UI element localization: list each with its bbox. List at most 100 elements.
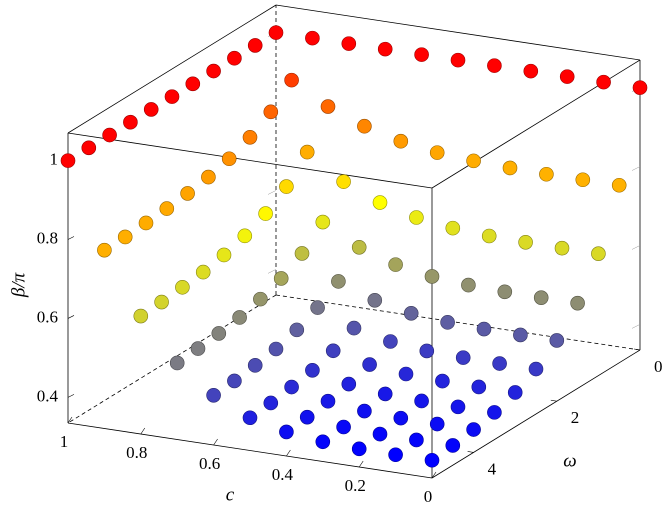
point	[247, 358, 263, 373]
point	[138, 215, 154, 231]
point	[372, 195, 388, 210]
point	[596, 74, 611, 90]
box-edge	[67, 4, 277, 134]
point	[481, 228, 497, 244]
point	[268, 341, 284, 357]
point	[263, 395, 279, 411]
x-tick	[431, 471, 437, 479]
point	[357, 403, 372, 419]
point	[232, 310, 247, 325]
point	[419, 343, 435, 359]
point	[409, 432, 424, 448]
point	[377, 386, 393, 402]
point	[435, 373, 450, 389]
z-axis-label: β/π	[8, 272, 29, 298]
point	[206, 63, 221, 79]
point	[409, 210, 424, 225]
point	[336, 174, 351, 189]
point	[388, 257, 403, 272]
point	[570, 295, 585, 311]
point	[320, 99, 336, 114]
point	[388, 447, 403, 463]
point	[591, 246, 606, 261]
point	[81, 140, 97, 156]
point	[403, 306, 419, 321]
point	[305, 362, 320, 378]
point	[372, 426, 388, 442]
point	[461, 277, 476, 293]
point	[133, 308, 149, 324]
point	[227, 373, 242, 389]
point	[310, 300, 325, 315]
z-tick-back	[267, 190, 641, 250]
point	[320, 393, 336, 409]
box-edge	[67, 422, 433, 479]
point	[268, 25, 284, 40]
point	[393, 133, 409, 149]
point	[533, 290, 549, 305]
point	[341, 376, 357, 392]
z-tick	[67, 315, 75, 319]
point	[315, 214, 331, 230]
point	[279, 179, 294, 194]
y-tick	[467, 451, 474, 453]
point	[362, 357, 377, 372]
point	[242, 129, 258, 145]
z-tick-label: 0.8	[37, 228, 58, 247]
point	[201, 169, 216, 185]
x-tick-label: 1	[60, 432, 69, 451]
point	[237, 228, 253, 244]
x-tick-label: 0	[424, 487, 433, 506]
point	[518, 234, 533, 250]
point	[476, 321, 492, 337]
x-tick-label: 0.8	[126, 443, 147, 462]
point	[466, 422, 481, 437]
x-tick	[286, 449, 291, 457]
point	[450, 52, 466, 68]
point	[424, 269, 440, 284]
point	[502, 160, 518, 176]
point	[528, 361, 544, 377]
point	[315, 434, 331, 450]
point	[367, 293, 383, 308]
point	[216, 247, 232, 263]
x-tick	[67, 416, 73, 424]
point	[97, 242, 112, 258]
box-edge	[431, 349, 641, 479]
point	[211, 326, 227, 341]
z-tick-label: 0.6	[37, 307, 58, 326]
z-tick-label: 0.4	[37, 386, 59, 405]
point	[279, 424, 294, 440]
point	[284, 72, 299, 88]
point	[299, 409, 315, 425]
point	[169, 355, 185, 371]
x-tick	[213, 438, 218, 446]
y-axis-label: ω	[563, 450, 576, 471]
point	[455, 350, 471, 365]
point	[325, 343, 341, 359]
y-tick	[633, 348, 641, 351]
point	[497, 284, 513, 300]
point	[341, 36, 357, 51]
point	[60, 153, 76, 168]
box-edge	[275, 4, 641, 61]
point	[190, 341, 206, 356]
point	[351, 239, 367, 255]
z-tick	[67, 236, 75, 240]
point	[507, 385, 523, 400]
points	[60, 25, 648, 468]
point	[289, 322, 305, 338]
y-tick-label: 0	[654, 357, 663, 376]
z-tick-back	[267, 111, 641, 171]
point	[117, 229, 133, 245]
point	[351, 441, 367, 457]
point	[632, 80, 648, 95]
point	[102, 127, 117, 143]
point	[575, 172, 591, 188]
point	[294, 246, 310, 261]
point	[429, 145, 445, 160]
point	[440, 315, 455, 330]
z-tick	[67, 394, 75, 398]
x-axis-label: c	[226, 484, 235, 505]
